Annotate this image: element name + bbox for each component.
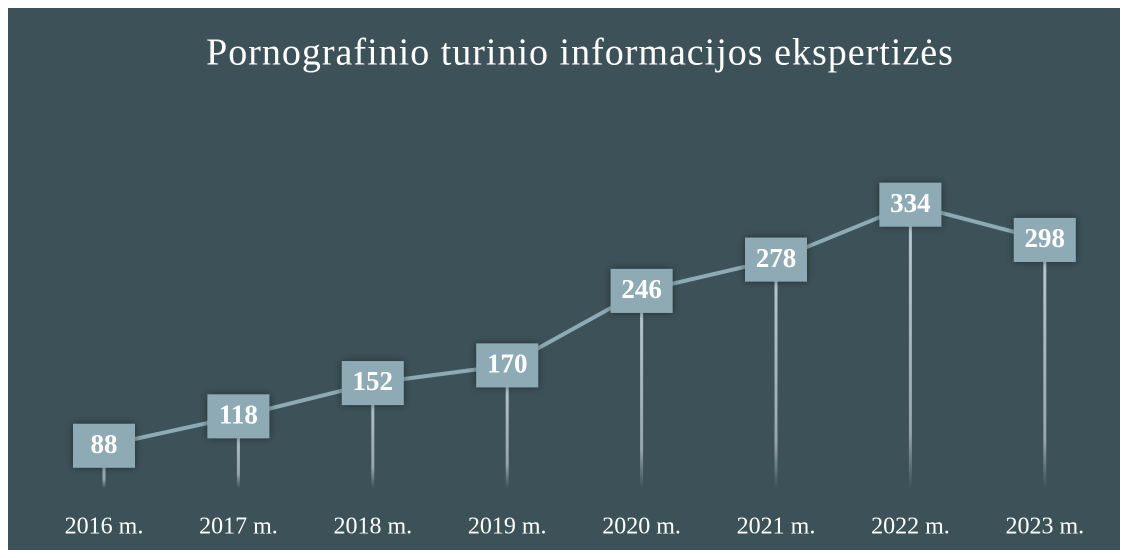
data-box	[879, 182, 942, 227]
x-tick-label: 2017 m.	[199, 514, 278, 540]
data-label: 246	[621, 274, 662, 304]
panel	[8, 8, 1120, 550]
drop-line	[1043, 239, 1047, 488]
drop-line	[640, 290, 644, 488]
data-box	[610, 268, 673, 313]
data-box	[1013, 217, 1076, 262]
data-label: 88	[91, 429, 118, 459]
x-tick-label: 2023 m.	[1005, 514, 1084, 540]
data-label: 298	[1025, 223, 1066, 253]
chart-title: Pornografinio turinio informacijos ekspe…	[206, 32, 954, 74]
data-box	[476, 343, 539, 388]
data-label: 118	[219, 400, 258, 430]
data-box	[341, 361, 404, 406]
x-tick-label: 2021 m.	[737, 514, 816, 540]
x-tick-label: 2019 m.	[468, 514, 547, 540]
data-box	[73, 423, 135, 468]
drop-line	[236, 416, 240, 488]
data-box	[207, 394, 270, 439]
drop-line	[371, 383, 375, 488]
data-label: 278	[756, 243, 797, 273]
drop-line	[908, 204, 912, 488]
x-tick-label: 2016 m.	[65, 514, 144, 540]
data-label: 334	[890, 188, 931, 218]
data-label: 152	[353, 366, 394, 396]
drop-line	[774, 259, 778, 488]
drop-line	[505, 365, 509, 488]
data-label: 170	[487, 349, 528, 379]
x-tick-label: 2018 m.	[333, 514, 412, 540]
x-tick-label: 2020 m.	[602, 514, 681, 540]
data-box	[745, 237, 807, 282]
x-tick-label: 2022 m.	[871, 514, 950, 540]
